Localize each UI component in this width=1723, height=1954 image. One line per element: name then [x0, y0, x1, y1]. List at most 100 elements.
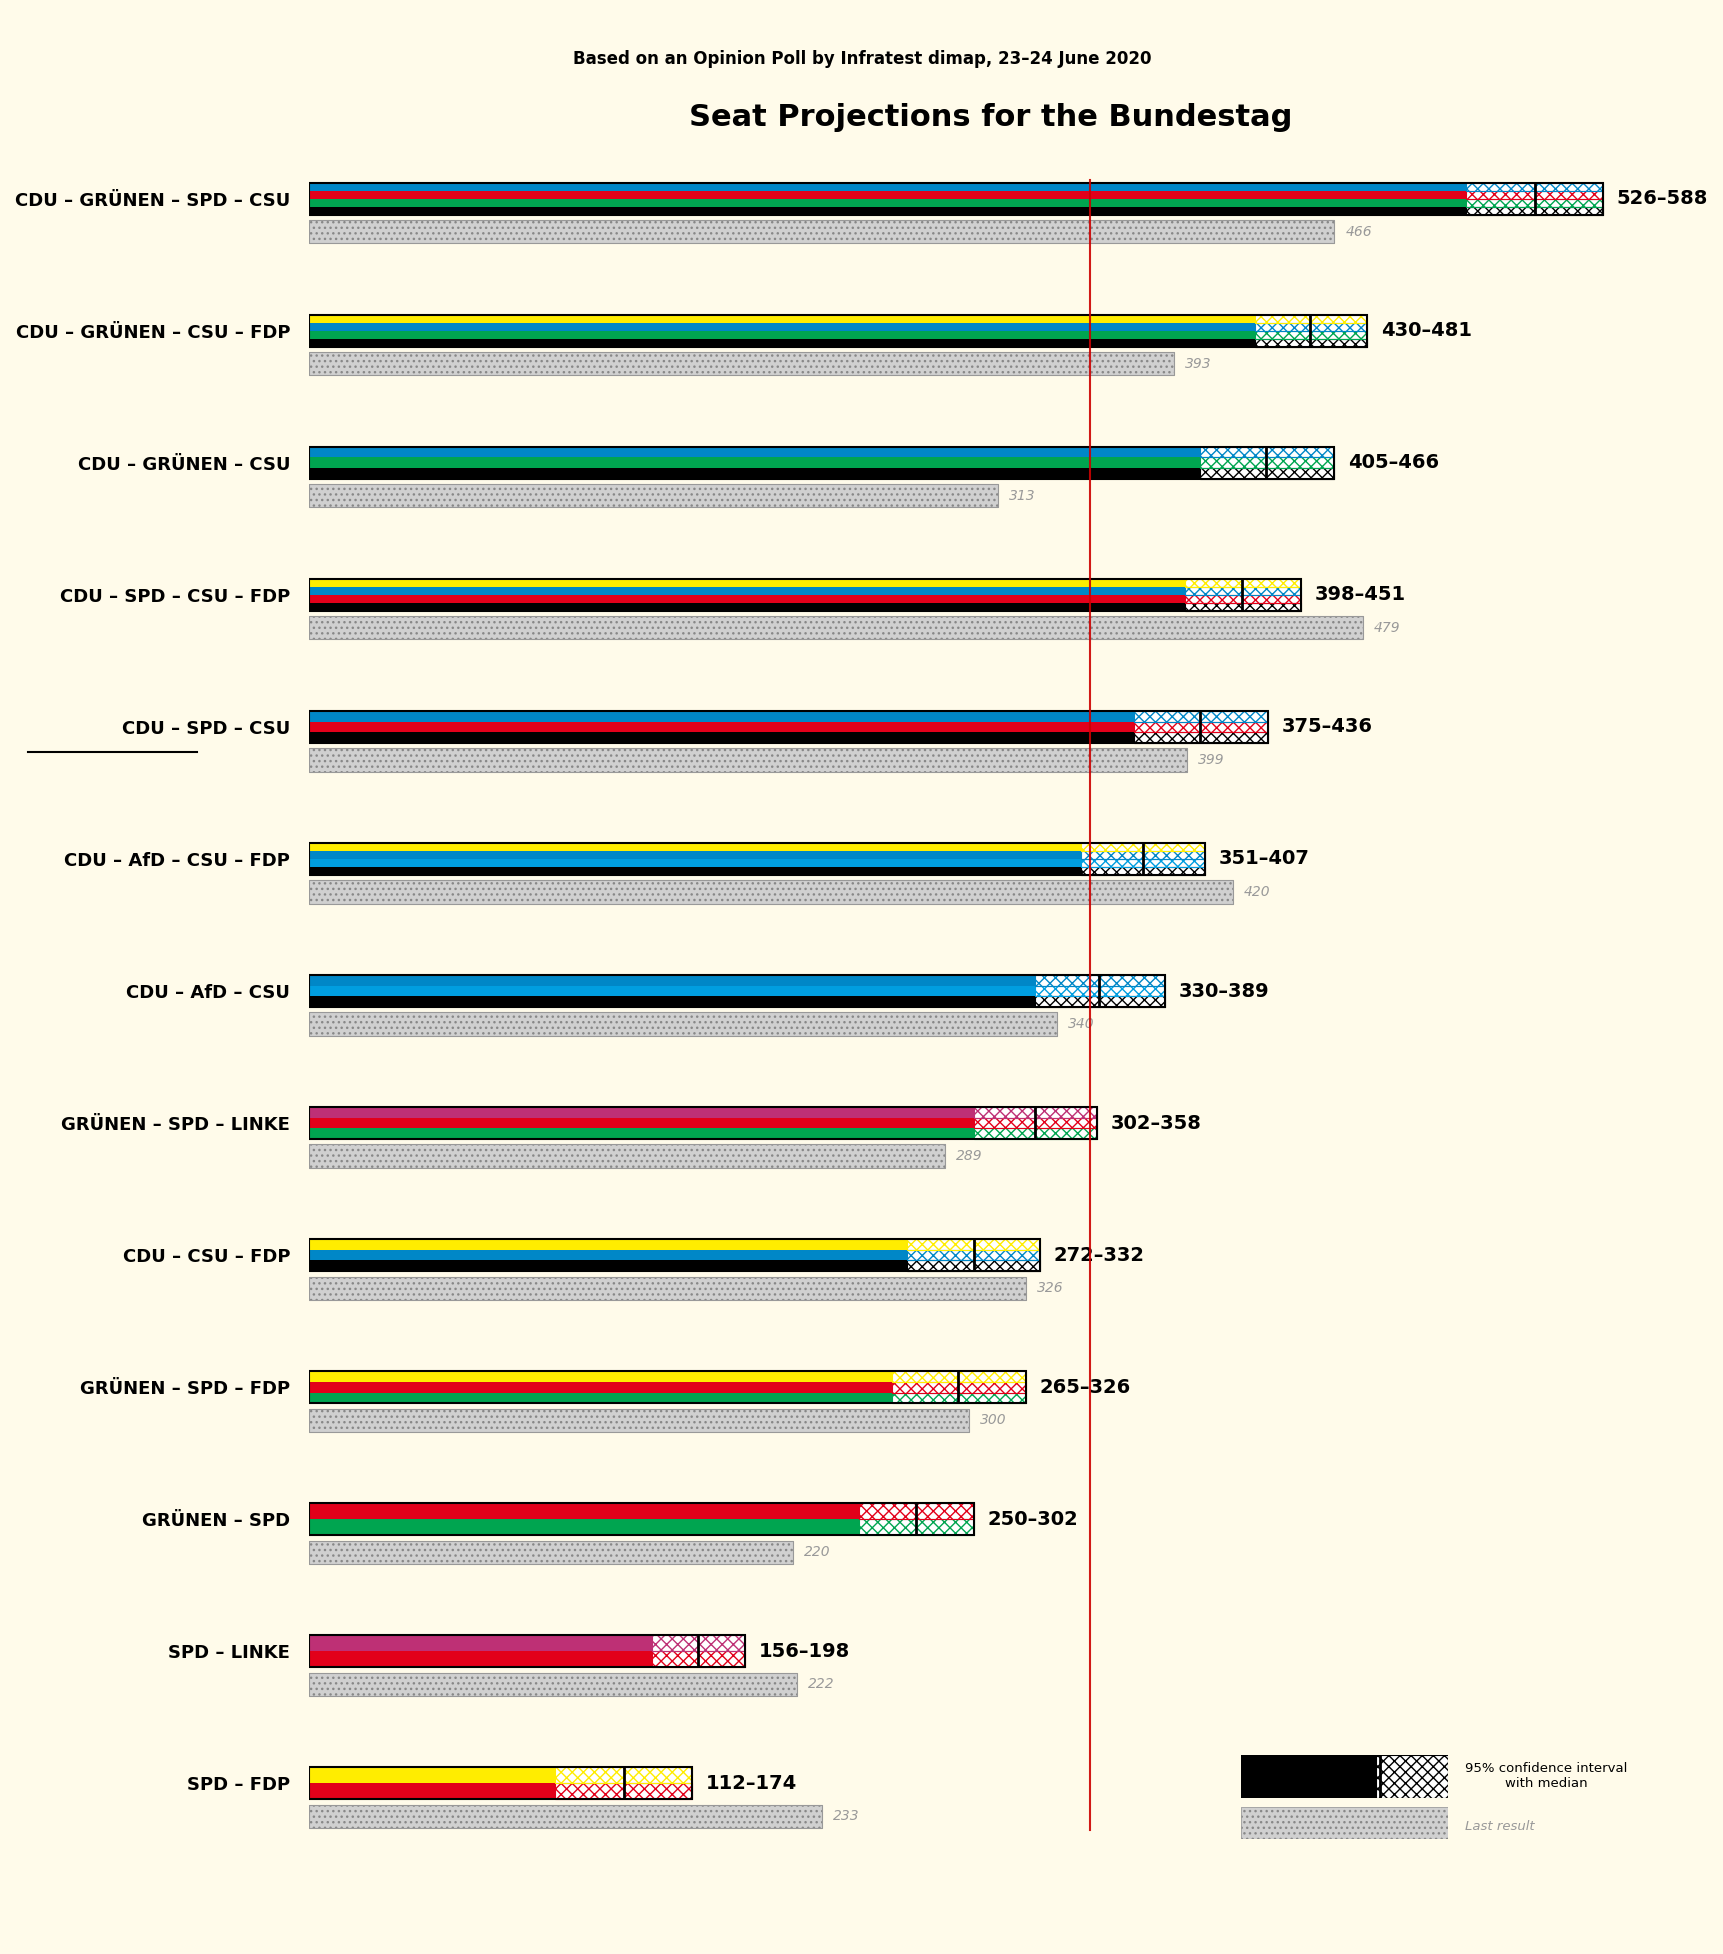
Text: 222: 222 — [808, 1677, 834, 1692]
Bar — [651, 1635, 744, 1651]
Text: 399: 399 — [1197, 752, 1223, 766]
Bar — [308, 1108, 1096, 1139]
Bar — [858, 1518, 973, 1536]
Bar — [308, 1276, 1025, 1299]
Bar — [1034, 997, 1165, 1006]
Bar — [1375, 1755, 1447, 1798]
Bar — [1466, 191, 1602, 199]
Bar — [308, 1540, 793, 1563]
Bar — [555, 1766, 691, 1784]
Bar — [858, 1503, 973, 1518]
Bar — [308, 711, 1134, 721]
Text: 330–389: 330–389 — [1179, 981, 1268, 1000]
Bar — [308, 352, 1173, 375]
Bar — [308, 1673, 798, 1696]
Bar — [308, 1651, 651, 1667]
Bar — [308, 1251, 906, 1260]
Bar — [308, 1518, 858, 1536]
Bar — [308, 850, 1080, 860]
Text: 302–358: 302–358 — [1110, 1114, 1201, 1133]
Text: 265–326: 265–326 — [1039, 1378, 1130, 1397]
Bar — [308, 842, 1204, 875]
Bar — [891, 1393, 1025, 1403]
Text: 393: 393 — [1184, 358, 1211, 371]
Text: 233: 233 — [832, 1809, 858, 1823]
Bar — [308, 616, 1363, 639]
Bar — [308, 1766, 555, 1784]
Bar — [308, 1145, 944, 1168]
Bar — [308, 485, 998, 508]
Bar — [308, 1673, 798, 1696]
Bar — [1199, 457, 1334, 469]
Text: 375–436: 375–436 — [1282, 717, 1372, 737]
Bar — [906, 1260, 1039, 1272]
Text: 156–198: 156–198 — [758, 1641, 849, 1661]
Bar — [1034, 985, 1165, 997]
Bar — [1034, 975, 1165, 985]
Bar — [858, 1518, 973, 1536]
Bar — [1034, 997, 1165, 1006]
Bar — [308, 733, 1134, 743]
Bar — [1080, 850, 1204, 860]
Bar — [308, 315, 1254, 322]
Bar — [973, 1118, 1096, 1127]
Text: 220: 220 — [803, 1546, 830, 1559]
Bar — [308, 1503, 858, 1518]
Bar — [651, 1635, 744, 1651]
Bar — [308, 485, 998, 508]
Text: 351–407: 351–407 — [1218, 850, 1308, 868]
Bar — [308, 315, 1366, 346]
Text: 112–174: 112–174 — [705, 1774, 796, 1794]
Text: 405–466: 405–466 — [1347, 453, 1439, 473]
Bar — [1134, 711, 1268, 721]
Bar — [308, 182, 1466, 191]
Bar — [1466, 199, 1602, 207]
Bar — [1466, 182, 1602, 191]
Bar — [308, 1766, 691, 1800]
Bar — [308, 1409, 968, 1432]
Bar — [308, 221, 1334, 244]
Bar — [1184, 586, 1301, 594]
Bar — [1080, 868, 1204, 875]
Bar — [308, 322, 1254, 330]
Bar — [891, 1381, 1025, 1393]
Bar — [308, 985, 1034, 997]
Bar — [308, 1372, 1025, 1403]
Bar — [858, 1503, 973, 1518]
Text: 326: 326 — [1037, 1282, 1063, 1296]
Bar — [1466, 182, 1602, 191]
Bar — [308, 1145, 944, 1168]
Bar — [308, 1409, 968, 1432]
Title: Seat Projections for the Bundestag: Seat Projections for the Bundestag — [689, 104, 1292, 133]
Text: Based on an Opinion Poll by Infratest dimap, 23–24 June 2020: Based on an Opinion Poll by Infratest di… — [572, 51, 1151, 68]
Bar — [308, 1393, 891, 1403]
Bar — [1254, 315, 1366, 322]
Bar — [1184, 594, 1301, 604]
Bar — [308, 1276, 1025, 1299]
Bar — [973, 1118, 1096, 1127]
Bar — [308, 447, 1199, 457]
Bar — [308, 616, 1363, 639]
Bar — [308, 1805, 822, 1827]
Text: Last result: Last result — [1465, 1821, 1533, 1833]
Bar — [555, 1766, 691, 1784]
Bar — [1184, 594, 1301, 604]
Bar — [308, 485, 998, 508]
Bar — [1254, 330, 1366, 338]
Bar — [891, 1393, 1025, 1403]
Bar — [1199, 447, 1334, 457]
Bar — [308, 868, 1080, 875]
Bar — [308, 1012, 1056, 1036]
Bar — [1080, 860, 1204, 868]
Bar — [308, 721, 1134, 733]
Bar — [308, 1805, 822, 1827]
Bar — [308, 469, 1199, 479]
Bar — [906, 1239, 1039, 1251]
Bar — [973, 1108, 1096, 1118]
Bar — [1184, 604, 1301, 612]
Bar — [906, 1251, 1039, 1260]
Bar — [1134, 733, 1268, 743]
Bar — [906, 1239, 1039, 1251]
Bar — [308, 1381, 891, 1393]
Bar — [651, 1651, 744, 1667]
